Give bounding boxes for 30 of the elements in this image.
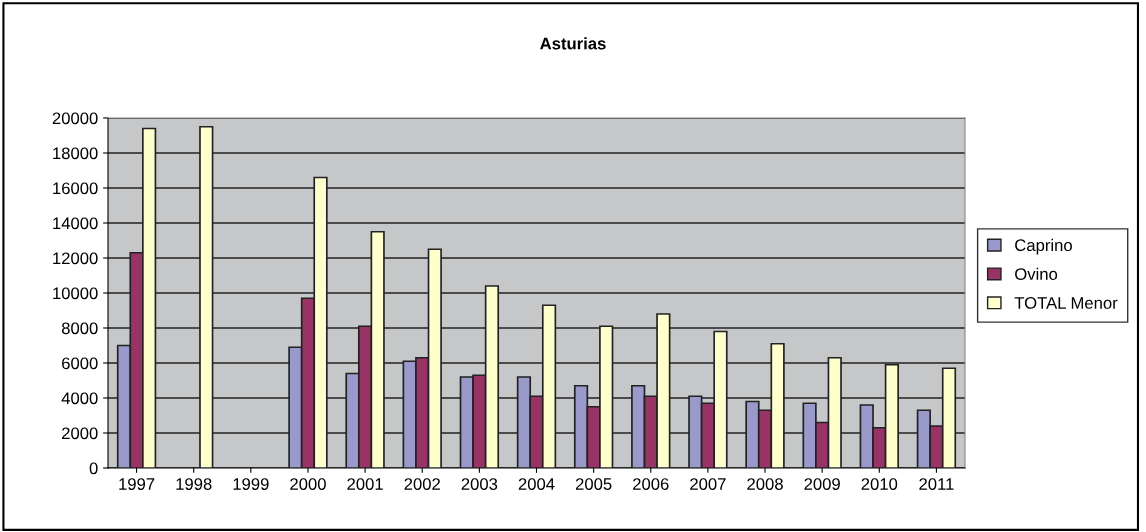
y-tick-label: 20000 (52, 112, 98, 125)
x-tick-label: 2006 (633, 478, 669, 490)
chart-title: Asturias (540, 37, 606, 50)
x-tick-label: 2001 (347, 478, 383, 490)
x-tick-label: 2004 (518, 478, 555, 490)
x-tick-label: 2010 (861, 478, 898, 490)
legend-label: Caprino (1015, 238, 1072, 255)
y-tick-label: 14000 (53, 217, 98, 230)
legend-label: TOTAL Menor (1014, 297, 1118, 309)
y-tick-label: 6000 (62, 357, 98, 370)
y-tick-label: 12000 (53, 252, 98, 265)
y-tick-label: 18000 (53, 147, 98, 160)
x-tick-label: 2007 (690, 478, 726, 490)
x-tick-label: 1999 (233, 478, 269, 490)
x-tick-label: 2008 (747, 478, 783, 490)
x-tick-label: 2002 (404, 478, 440, 490)
x-tick-label: 1998 (176, 478, 212, 490)
y-tick-label: 10000 (53, 287, 98, 300)
x-tick-label: 2011 (919, 478, 954, 490)
x-tick-label: 2003 (461, 478, 498, 490)
y-tick-label: 0 (89, 462, 98, 475)
y-tick-label: 16000 (53, 182, 98, 195)
y-tick-label: 2000 (62, 427, 98, 440)
x-tick-label: 1997 (119, 478, 155, 490)
x-tick-label: 2005 (575, 478, 612, 490)
y-tick-label: 4000 (61, 392, 98, 405)
x-tick-label: 2000 (290, 478, 326, 490)
x-tick-label: 2009 (804, 478, 840, 490)
y-tick-label: 8000 (61, 322, 98, 335)
legend-label: Ovino (1015, 267, 1058, 280)
